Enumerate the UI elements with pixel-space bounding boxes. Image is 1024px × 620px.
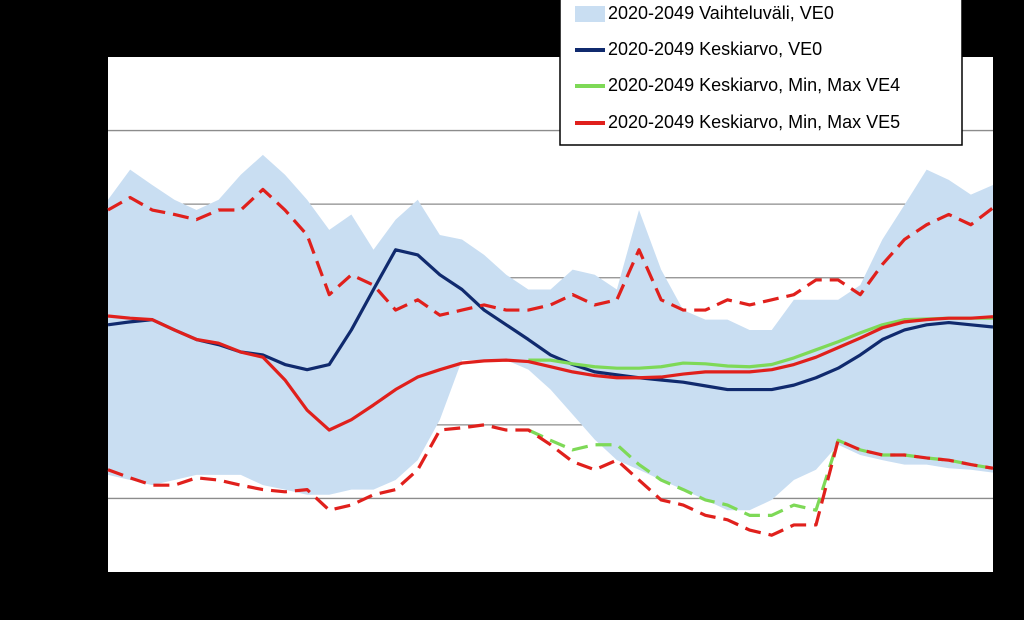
legend-swatch	[575, 6, 605, 22]
legend-label: 2020-2049 Keskiarvo, Min, Max VE5	[608, 112, 900, 132]
plot	[107, 129, 994, 537]
range-band	[108, 154, 993, 511]
legend-label: 2020-2049 Vaihteluväli, VE0	[608, 3, 834, 23]
legend-label: 2020-2049 Keskiarvo, Min, Max VE4	[608, 75, 900, 95]
legend-box	[559, 0, 963, 146]
min-line	[107, 423, 994, 537]
legend: 2020-2049 Vaihteluväli, VE0 2020-2049 Kes…	[559, 0, 963, 146]
mean-line	[107, 314, 994, 432]
legend-label: 2020-2049 Keskiarvo, VE0	[608, 39, 822, 59]
